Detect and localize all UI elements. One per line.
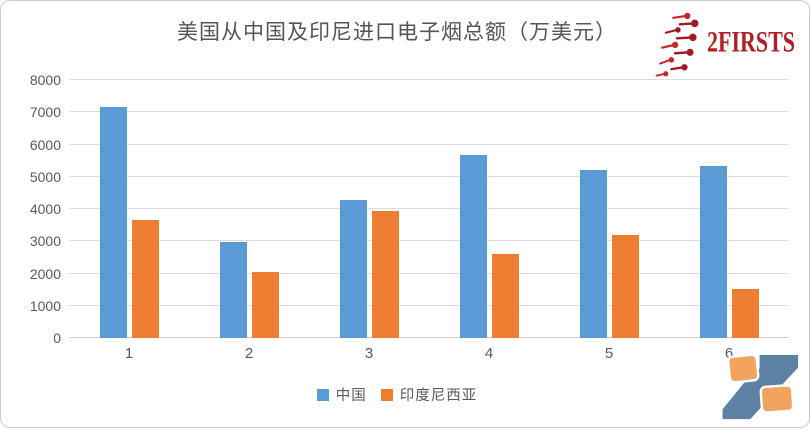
category-group	[669, 80, 789, 338]
bars-layer	[69, 80, 789, 338]
y-axis: 0 1000 2000 3000 4000 5000 6000 7000 8000	[9, 72, 61, 346]
gridline	[69, 240, 789, 242]
gridline	[69, 208, 789, 209]
chart-title: 美国从中国及印尼进口电子烟总额（万美元）	[177, 20, 617, 44]
bar-china-6	[699, 166, 727, 338]
y-axis-tick-label: 0	[53, 330, 61, 346]
y-axis-tick-label: 3000	[29, 233, 61, 250]
corner-logo-icon	[720, 352, 801, 422]
corner-logo-orange-top	[727, 353, 760, 384]
x-axis-tick-label: 4	[484, 345, 494, 362]
gridline	[69, 111, 789, 113]
category-group	[309, 80, 429, 338]
bar-indonesia-2	[251, 271, 279, 338]
gridline	[69, 143, 789, 145]
bar-indonesia-3	[371, 211, 399, 338]
corner-logo-orange-bottom	[759, 384, 795, 414]
bar-china-2	[219, 241, 247, 338]
y-axis-tick-label: 4000	[29, 201, 61, 217]
x-axis-tick-label: 5	[604, 345, 614, 362]
x-axis-tick-label: 2	[244, 345, 254, 362]
x-axis: 1 2 3 4 5 6	[69, 345, 789, 362]
bar-indonesia-6	[731, 288, 759, 338]
category-group	[189, 80, 309, 338]
x-axis-tick-label: 1	[124, 345, 134, 362]
legend-swatch-china	[316, 388, 329, 401]
chart-legend: 中国 印度尼西亚	[1, 384, 793, 405]
y-axis-tick-label: 8000	[29, 72, 61, 88]
gridline	[69, 272, 789, 274]
brand-wordmark: 2FIRSTS	[706, 26, 795, 59]
gridline	[69, 79, 789, 80]
bar-indonesia-5	[611, 235, 639, 338]
gridline	[69, 337, 789, 338]
bar-china-5	[579, 170, 607, 338]
bar-china-4	[459, 154, 487, 338]
category-group	[69, 80, 189, 338]
y-axis-tick-label: 6000	[29, 136, 61, 153]
legend-item-indonesia: 印度尼西亚	[380, 384, 478, 405]
y-axis-tick-label: 2000	[29, 265, 61, 282]
dna-strand-icon	[655, 12, 699, 77]
bar-china-3	[339, 200, 367, 338]
legend-label-indonesia: 印度尼西亚	[399, 388, 478, 404]
x-axis-tick-label: 3	[364, 345, 374, 362]
bar-indonesia-1	[131, 220, 159, 338]
legend-swatch-indonesia	[380, 388, 393, 401]
y-axis-tick-label: 7000	[29, 104, 61, 121]
brand-logo: 2FIRSTS	[649, 7, 807, 79]
gridline	[69, 304, 789, 306]
category-group	[429, 80, 549, 338]
x-axis-tick-label: 6	[724, 345, 734, 362]
bar-indonesia-4	[491, 253, 519, 338]
legend-item-china: 中国	[316, 384, 367, 405]
y-axis-tick-label: 5000	[29, 168, 61, 185]
y-axis-tick-label: 1000	[29, 297, 61, 314]
legend-label-china: 中国	[335, 388, 367, 404]
bar-china-1	[99, 107, 127, 338]
category-group	[549, 80, 669, 338]
gridline	[69, 175, 789, 177]
plot-area	[69, 79, 789, 338]
